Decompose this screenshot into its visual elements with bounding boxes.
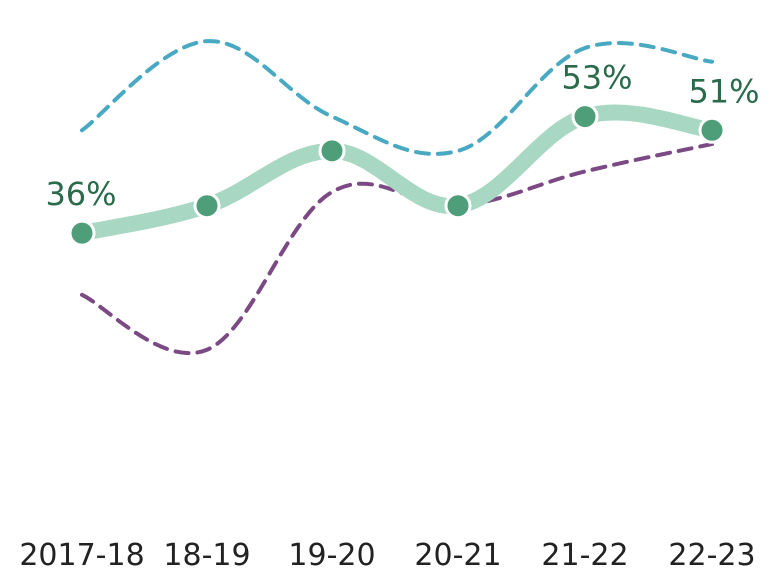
- dashed-series-line-2: [80, 142, 714, 355]
- x-tick-label: 19-20: [288, 538, 375, 573]
- data-label-22-23: 51%: [688, 72, 759, 110]
- x-tick-label: 22-23: [668, 538, 755, 573]
- data-point-2017-18: [68, 219, 96, 247]
- dashed-series-line-1: [80, 39, 714, 156]
- x-tick-label: 20-21: [414, 538, 501, 573]
- data-point-22-23: [698, 116, 726, 144]
- data-point-20-21: [444, 192, 472, 220]
- x-tick-label: 18-19: [163, 538, 250, 573]
- data-label-21-22: 53%: [561, 59, 632, 97]
- data-label-2017-18: 36%: [45, 175, 116, 213]
- x-tick-label: 2017-18: [19, 538, 144, 573]
- main-series-line: [74, 104, 720, 242]
- data-point-21-22: [571, 103, 599, 131]
- x-tick-label: 21-22: [541, 538, 628, 573]
- data-point-18-19: [193, 192, 221, 220]
- data-point-19-20: [318, 137, 346, 165]
